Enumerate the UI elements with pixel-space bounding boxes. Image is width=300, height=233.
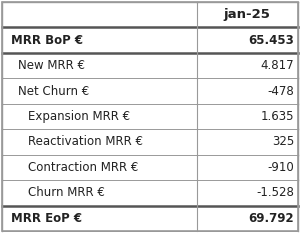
Text: -910: -910 xyxy=(267,161,294,174)
Text: MRR BoP €: MRR BoP € xyxy=(11,34,83,47)
Text: -478: -478 xyxy=(267,85,294,98)
Text: -1.528: -1.528 xyxy=(256,186,294,199)
Text: Churn MRR €: Churn MRR € xyxy=(28,186,104,199)
Text: Net Churn €: Net Churn € xyxy=(19,85,90,98)
Text: 69.792: 69.792 xyxy=(248,212,294,225)
Text: MRR EoP €: MRR EoP € xyxy=(11,212,82,225)
Text: jan-25: jan-25 xyxy=(224,8,271,21)
Text: 1.635: 1.635 xyxy=(260,110,294,123)
Bar xyxy=(196,2,298,27)
Text: 325: 325 xyxy=(272,135,294,148)
Text: 65.453: 65.453 xyxy=(248,34,294,47)
Text: Expansion MRR €: Expansion MRR € xyxy=(28,110,130,123)
Text: New MRR €: New MRR € xyxy=(19,59,86,72)
Text: Contraction MRR €: Contraction MRR € xyxy=(28,161,138,174)
Text: Reactivation MRR €: Reactivation MRR € xyxy=(28,135,142,148)
Text: 4.817: 4.817 xyxy=(260,59,294,72)
